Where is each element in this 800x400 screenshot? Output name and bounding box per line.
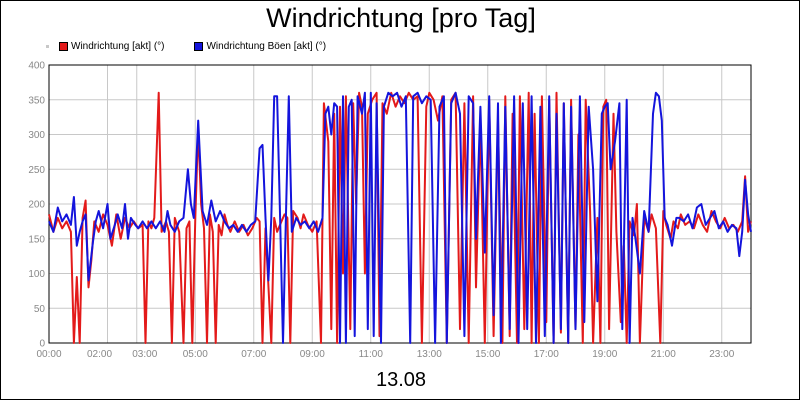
y-tick-label-0: 0 bbox=[39, 339, 45, 350]
y-tick-label-150: 150 bbox=[28, 234, 45, 245]
x-tick-label-4: 07:00 bbox=[241, 349, 266, 360]
x-tick-label-10: 19:00 bbox=[592, 349, 617, 360]
series-line-1 bbox=[48, 91, 752, 344]
legend-swatch-series-1 bbox=[59, 41, 68, 51]
x-tick-label-9: 17:00 bbox=[534, 349, 559, 360]
x-tick-label-5: 09:00 bbox=[300, 349, 325, 360]
plot-border bbox=[48, 64, 752, 344]
x-tick-label-1: 02:00 bbox=[87, 349, 112, 360]
legend-item-series-2: Windrichtung Böen [akt] (°) bbox=[194, 41, 326, 52]
series-line-2 bbox=[48, 91, 752, 344]
legend-marker-icon bbox=[46, 44, 49, 48]
x-tick-label-3: 05:00 bbox=[183, 349, 208, 360]
y-tick-label-50: 50 bbox=[34, 304, 46, 315]
y-tick-label-300: 300 bbox=[28, 130, 45, 141]
x-axis-date-label: 13.08 bbox=[375, 369, 427, 391]
y-tick-label-400: 400 bbox=[28, 61, 45, 72]
x-tick-label-11: 21:00 bbox=[651, 349, 676, 360]
x-tick-label-8: 15:00 bbox=[475, 349, 500, 360]
x-tick-label-12: 23:00 bbox=[709, 349, 734, 360]
legend-swatch-series-2 bbox=[194, 41, 204, 51]
chart-title: Windrichtung [pro Tag] bbox=[266, 3, 536, 33]
y-tick-label-200: 200 bbox=[28, 200, 45, 211]
y-tick-label-250: 250 bbox=[28, 165, 45, 176]
x-tick-label-0: 00:00 bbox=[36, 349, 61, 360]
legend-item-series-1: Windrichtung [akt] (°) bbox=[59, 41, 164, 52]
x-tick-label-2: 03:00 bbox=[132, 349, 157, 360]
x-tick-label-7: 13:00 bbox=[417, 349, 442, 360]
y-tick-label-350: 350 bbox=[28, 95, 45, 106]
legend-label-series-2: Windrichtung Böen [akt] (°) bbox=[206, 40, 327, 52]
legend: Windrichtung [akt] (°) Windrichtung Böen… bbox=[46, 39, 356, 53]
legend-label-series-1: Windrichtung [akt] (°) bbox=[71, 40, 165, 52]
y-tick-label-100: 100 bbox=[28, 269, 45, 280]
x-tick-label-6: 11:00 bbox=[359, 349, 384, 360]
